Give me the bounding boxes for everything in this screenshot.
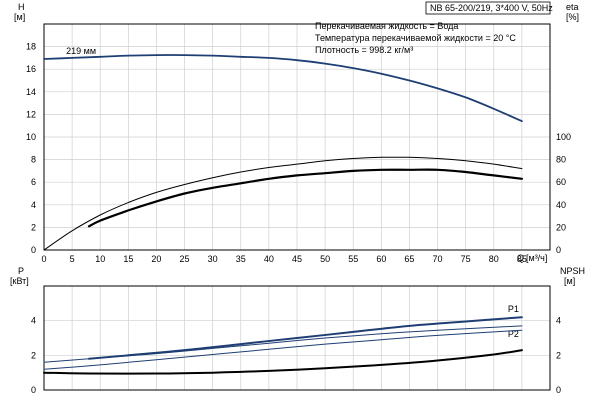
- x-tick-label: 40: [264, 254, 274, 264]
- eta-tick-label: 100: [556, 132, 571, 142]
- x-tick-label: 85: [517, 254, 527, 264]
- eta-tick-label: 20: [556, 222, 566, 232]
- p2-power-curve-label: P2: [508, 329, 519, 339]
- top-plot-frame: [43, 23, 551, 251]
- power-curve-2: [43, 329, 523, 370]
- x-tick-label: 15: [123, 254, 133, 264]
- x-tick-label: 75: [461, 254, 471, 264]
- npsh-axis-label: NPSH: [560, 266, 585, 276]
- h-tick-label: 2: [31, 222, 36, 232]
- x-tick-label: 30: [208, 254, 218, 264]
- h-tick-label: 4: [31, 200, 36, 210]
- h-tick-label: 12: [26, 109, 36, 119]
- npsh-curve: [43, 349, 523, 375]
- eta-axis-label: eta: [566, 2, 579, 12]
- efficiency-curve-1: [43, 156, 523, 251]
- h-tick-label: 0: [31, 245, 36, 255]
- tick-labels: 0 5 10 15 20 25 30 35 40 45 50 55 60 65 70 75 80 85024681…: [26, 42, 571, 395]
- p-axis-unit: [кВт]: [10, 276, 29, 286]
- x-tick-label: 5: [70, 254, 75, 264]
- x-tick-label: 80: [489, 254, 499, 264]
- eta-axis-unit: [%]: [566, 12, 579, 22]
- npsh-axis-unit: [м]: [564, 276, 575, 286]
- q-axis-label: Q: [517, 253, 524, 263]
- x-tick-label: 60: [376, 254, 386, 264]
- chart-title: NB 65-200/219, 3*400 V, 50Hz: [430, 3, 553, 13]
- p-tick-label: 0: [31, 385, 36, 395]
- p-tick-label: 4: [31, 316, 36, 326]
- head-curve: [43, 54, 523, 123]
- x-tick-label: 35: [236, 254, 246, 264]
- head-curve-label: 219 мм: [66, 46, 96, 56]
- x-tick-label: 70: [433, 254, 443, 264]
- h-tick-label: 16: [26, 64, 36, 74]
- h-tick-label: 8: [31, 155, 36, 165]
- x-tick-label: 25: [180, 254, 190, 264]
- h-tick-label: 6: [31, 177, 36, 187]
- p-tick-label: 2: [31, 350, 36, 360]
- h-tick-label: 10: [26, 132, 36, 142]
- q-axis-unit: [м³/ч]: [526, 253, 547, 263]
- eta-tick-label: 60: [556, 177, 566, 187]
- x-tick-label: 20: [151, 254, 161, 264]
- bottom-plot-frame: [43, 285, 551, 391]
- top-series: 219 мм: [43, 46, 523, 251]
- x-tick-label: 65: [404, 254, 414, 264]
- npsh-tick-label: 4: [556, 316, 561, 326]
- npsh-tick-label: 2: [556, 350, 561, 360]
- x-tick-label: 10: [95, 254, 105, 264]
- bottom-series: P1 P2: [43, 304, 523, 375]
- npsh-tick-label: 0: [556, 385, 561, 395]
- eta-tick-label: 0: [556, 245, 561, 255]
- h-tick-label: 18: [26, 42, 36, 52]
- x-tick-label: 0: [41, 254, 46, 264]
- x-tick-label: 45: [292, 254, 302, 264]
- efficiency-curve-2: [87, 168, 523, 228]
- h-tick-label: 14: [26, 87, 36, 97]
- top-grid: [43, 24, 550, 251]
- p-axis-label: P: [18, 266, 24, 276]
- density-info: Плотность = 998.2 кг/м³: [315, 45, 413, 55]
- p1-power-curve: [88, 316, 523, 360]
- eta-tick-label: 40: [556, 200, 566, 210]
- title-box: [425, 1, 551, 15]
- liquid-info: Перекачиваемая жидкость = Вода: [315, 21, 458, 31]
- x-tick-label: 50: [320, 254, 330, 264]
- h-axis-label: H: [18, 2, 25, 12]
- x-tick-label: 55: [348, 254, 358, 264]
- p2-power-curve: [43, 325, 523, 363]
- p1-power-curve-label: P1: [508, 304, 519, 314]
- eta-tick-label: 80: [556, 155, 566, 165]
- h-axis-unit: [м]: [14, 12, 25, 22]
- temperature-info: Температура перекачиваемой жидкости = 20…: [315, 33, 516, 43]
